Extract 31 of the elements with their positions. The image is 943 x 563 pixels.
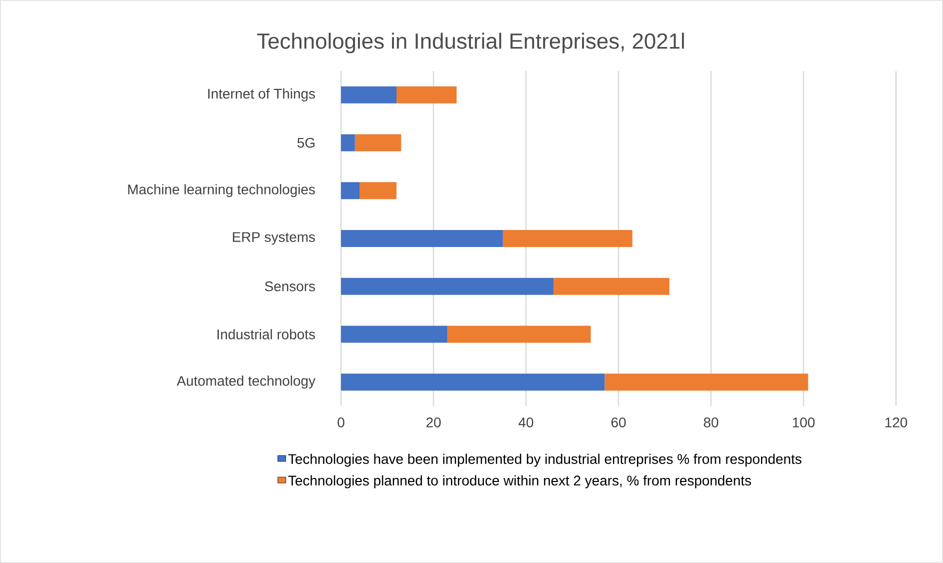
x-tick-label: 120 — [885, 418, 908, 428]
y-tick-label: ERP systems — [232, 232, 315, 245]
y-tick-label: Automated technology — [176, 376, 316, 389]
y-tick-label: Machine learning technologies — [128, 184, 315, 198]
bar — [447, 326, 591, 343]
bar — [341, 134, 355, 152]
bar — [604, 374, 808, 391]
x-tick-label: 0 — [338, 418, 344, 428]
y-tick-label: Internet of Things — [208, 88, 315, 102]
x-tick-label: 20 — [426, 418, 441, 428]
bar — [502, 230, 632, 247]
y-tick-label: Industrial robots — [218, 329, 315, 340]
bar — [341, 326, 448, 343]
bar — [396, 86, 457, 104]
bar — [341, 182, 360, 200]
bar — [341, 230, 503, 247]
x-tick-label: 40 — [518, 418, 534, 428]
bar — [354, 134, 402, 152]
chart-title: Technologies in Industrial Entreprises, 2021l — [257, 32, 684, 54]
y-tick-label: 5G — [297, 138, 314, 148]
bar — [341, 86, 397, 104]
x-tick-label: 60 — [611, 418, 626, 428]
x-tick-label: 100 — [792, 418, 815, 428]
bar — [360, 182, 397, 200]
bar — [554, 278, 670, 295]
bar — [341, 278, 554, 295]
y-tick-label: Sensors — [264, 281, 315, 292]
x-tick-label: 80 — [704, 418, 718, 428]
bar — [341, 374, 605, 391]
legend-label: Technologies planned to introduce within next 2 years, % from respondents — [288, 475, 752, 488]
legend-label: Technologies have been implemented by industrial entreprises % from respondents — [288, 454, 802, 467]
